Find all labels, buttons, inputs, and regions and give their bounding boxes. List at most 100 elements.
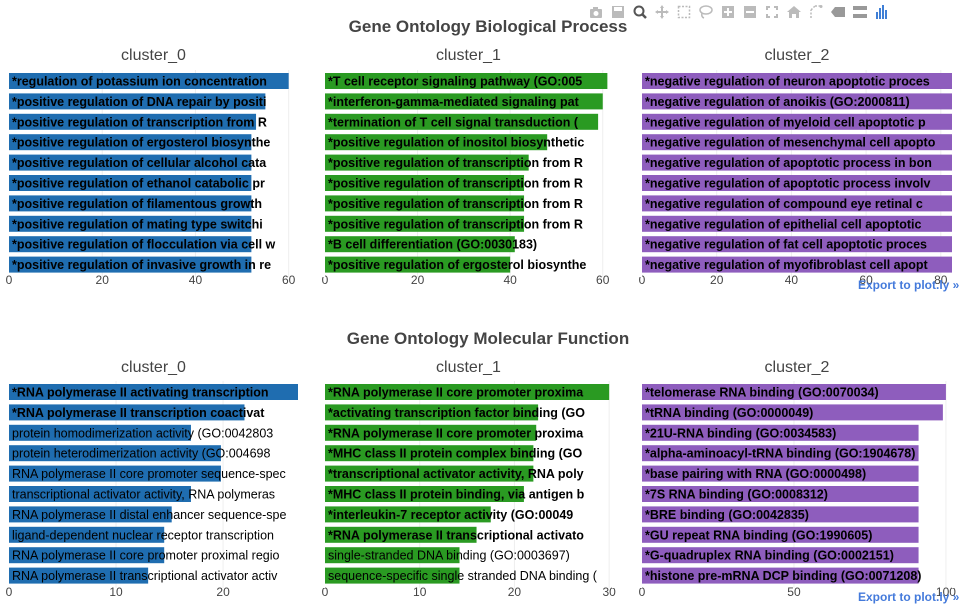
- spike-lines-button[interactable]: [806, 2, 825, 22]
- x-tick-label: 0: [322, 273, 329, 287]
- figure-title: Gene Ontology Molecular Function: [347, 329, 629, 348]
- x-tick-label: 40: [503, 273, 517, 287]
- export-to-plotly-link-top[interactable]: Export to plot.ly »: [858, 278, 960, 292]
- bar: [642, 547, 919, 564]
- bar: [9, 424, 191, 441]
- bar-label: *interleukin-7 receptor activity (GO:000…: [328, 508, 573, 522]
- x-tick-label: 60: [596, 273, 610, 287]
- save-icon: [611, 6, 624, 18]
- bar: [9, 195, 252, 212]
- bar: [325, 134, 548, 151]
- bar-label: *negative regulation of myeloid cell apo…: [645, 115, 926, 129]
- bar-label: *positive regulation of cellular alcohol…: [12, 156, 267, 170]
- autoscale-icon: [765, 6, 778, 18]
- x-tick-label: 40: [785, 273, 799, 287]
- bar: [642, 404, 943, 421]
- home-button[interactable]: [784, 2, 803, 22]
- bar: [325, 93, 603, 110]
- bar: [325, 465, 534, 482]
- zoom-in-button[interactable]: [718, 2, 737, 22]
- panel-gap: [298, 71, 325, 277]
- bar-label: *RNA polymerase II activating transcript…: [12, 386, 269, 400]
- lasso-button[interactable]: [696, 2, 715, 22]
- bar-label: *RNA polymerase II core promoter proxima: [328, 426, 584, 440]
- bar-label: *positive regulation of flocculation via…: [12, 238, 276, 252]
- x-tick-label: 20: [508, 585, 522, 599]
- bar-label: *21U-RNA binding (GO:0034583): [645, 426, 836, 440]
- bar: [9, 236, 252, 253]
- bar: [642, 154, 952, 171]
- bar-label: *positive regulation of ergosterol biosy…: [12, 136, 270, 150]
- x-tick-label: 0: [322, 585, 329, 599]
- bar: [9, 486, 191, 502]
- x-tick-label: 40: [189, 273, 203, 287]
- x-tick-label: 20: [96, 273, 110, 287]
- modebar: [586, 2, 891, 22]
- bar-label: *positive regulation of invasive growth …: [12, 258, 271, 272]
- bar-label: *negative regulation of fat cell apoptot…: [645, 238, 927, 252]
- x-tick-label: 80: [934, 273, 948, 287]
- bar-label: transcriptional activator activity, RNA …: [12, 488, 275, 502]
- autoscale-button[interactable]: [762, 2, 781, 22]
- bar: [642, 526, 919, 543]
- bar: [642, 134, 952, 151]
- bar-label: *negative regulation of apoptotic proces…: [645, 156, 932, 170]
- bar-label: *base pairing with RNA (GO:0000498): [645, 467, 866, 481]
- hover-closest-icon: [830, 7, 845, 17]
- x-tick-label: 30: [602, 585, 616, 599]
- bar-label: *positive regulation of filamentous grow…: [12, 197, 262, 211]
- bar-label: sequence-specific single stranded DNA bi…: [328, 569, 598, 583]
- bar-label: *histone pre-mRNA DCP binding (GO:007120…: [645, 569, 921, 583]
- bar-label: *positive regulation of mating type swit…: [12, 217, 263, 231]
- camera-button[interactable]: [586, 2, 605, 22]
- x-tick-label: 0: [639, 273, 646, 287]
- bar: [642, 215, 952, 232]
- bar-label: *negative regulation of neuron apoptotic…: [645, 75, 930, 89]
- bar: [9, 175, 252, 191]
- bar: [642, 486, 919, 502]
- bar: [9, 256, 252, 273]
- bar: [9, 547, 165, 564]
- zoom-icon: [633, 5, 647, 19]
- panel-gap: [952, 71, 969, 277]
- bar: [9, 465, 221, 482]
- subplot-title: cluster_2: [765, 359, 830, 376]
- zoom-out-button[interactable]: [740, 2, 759, 22]
- subplot-title: cluster_0: [121, 47, 186, 64]
- bar-label: *positive regulation of transcription fr…: [328, 156, 583, 170]
- home-icon: [786, 6, 801, 18]
- bar: [9, 384, 298, 400]
- bar-label: *telomerase RNA binding (GO:0070034): [645, 386, 879, 400]
- export-to-plotly-link-bottom[interactable]: Export to plot.ly »: [858, 590, 960, 604]
- bar-label: *G-quadruplex RNA binding (GO:0002151): [645, 549, 894, 563]
- lasso-icon: [698, 5, 713, 19]
- pan-button[interactable]: [652, 2, 671, 22]
- bar: [325, 215, 525, 232]
- bar-label: *positive regulation of transcription fr…: [328, 197, 583, 211]
- x-tick-label: 20: [411, 273, 425, 287]
- bar-label: RNA polymerase II distal enhancer sequen…: [12, 508, 287, 522]
- hover-compare-button[interactable]: [850, 2, 869, 22]
- box-select-button[interactable]: [674, 2, 693, 22]
- bar-label: *regulation of potassium ion concentrati…: [12, 75, 267, 89]
- subplot-title: cluster_2: [765, 47, 830, 64]
- x-tick-label: 20: [710, 273, 724, 287]
- pan-icon: [654, 5, 669, 19]
- bar-label: *negative regulation of myofibroblast ce…: [645, 258, 929, 272]
- zoom-button[interactable]: [630, 2, 649, 22]
- x-tick-label: 60: [859, 273, 873, 287]
- bar: [9, 506, 172, 523]
- panel-gap: [612, 71, 642, 277]
- bar: [325, 567, 460, 584]
- bar-label: *negative regulation of anoikis (GO:2000…: [645, 95, 910, 109]
- plotly-logo-button[interactable]: [872, 2, 891, 22]
- save-button[interactable]: [608, 2, 627, 22]
- bar-label: *MHC class II protein complex binding (G…: [328, 447, 582, 461]
- hover-compare-icon: [852, 6, 867, 18]
- bar: [325, 424, 537, 441]
- hover-closest-button[interactable]: [828, 2, 847, 22]
- bar: [642, 506, 919, 523]
- bar: [642, 424, 919, 441]
